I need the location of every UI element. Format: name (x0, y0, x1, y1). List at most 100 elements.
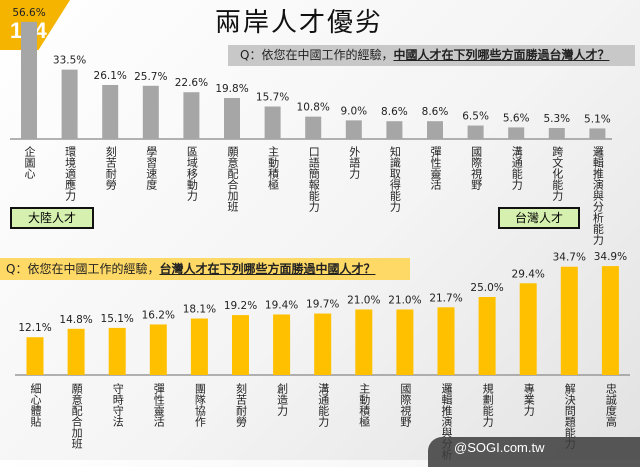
bottom-category-label: 守時守法 (111, 383, 125, 427)
bottom-bar (273, 314, 291, 375)
question-bottom-emphasis: 台灣人才在下列哪些方面勝過中國人才？ (159, 262, 376, 276)
top-data-label: 56.6% (12, 7, 45, 19)
top-bar (589, 128, 606, 139)
top-bar (467, 125, 484, 139)
bottom-bar (601, 266, 619, 375)
top-data-label: 5.3% (543, 113, 570, 125)
question-top-prefix: Q：依您在中國工作的經驗， (240, 48, 394, 62)
top-data-label: 25.7% (134, 71, 167, 83)
question-top-emphasis: 中國人才在下列哪些方面勝過台灣人才？ (393, 48, 610, 62)
top-category-label: 主動積極 (266, 146, 280, 190)
top-data-label: 8.6% (381, 106, 408, 118)
top-data-label: 9.0% (340, 105, 367, 117)
bottom-data-label: 25.0% (470, 282, 503, 294)
top-data-label: 8.6% (422, 106, 449, 118)
bottom-bar (437, 307, 455, 375)
bottom-bar (149, 324, 167, 375)
bottom-category-label: 主動積極 (357, 383, 371, 427)
bottom-data-label: 34.7% (553, 252, 586, 264)
bottom-bar (232, 315, 249, 375)
top-data-label: 19.8% (215, 83, 248, 95)
top-data-label: 22.6% (175, 77, 208, 89)
bottom-data-label: 14.8% (59, 314, 92, 326)
bottom-category-label: 專業力 (522, 383, 536, 416)
bottom-category-label: 團隊協作 (193, 383, 207, 427)
bottom-data-label: 12.1% (18, 322, 51, 334)
watermark: @SOGI.com.tw (428, 437, 640, 467)
bottom-category-label: 忠誠度高 (604, 383, 618, 427)
bottom-data-label: 19.7% (306, 299, 339, 311)
top-category-label: 企圖心 (23, 146, 36, 179)
question-bottom: Q：依您在中國工作的經驗，台灣人才在下列哪些方面勝過中國人才？ (0, 258, 410, 280)
bottom-data-label: 34.9% (594, 251, 627, 263)
top-bar (61, 69, 78, 139)
top-bar (102, 84, 119, 139)
bottom-bar (519, 283, 537, 375)
bottom-data-label: 19.2% (224, 300, 257, 312)
top-category-label: 知識取得能力 (388, 146, 402, 212)
bottom-bar (190, 318, 208, 375)
top-bar (427, 121, 443, 139)
top-bar (386, 121, 403, 139)
top-bar (305, 116, 322, 139)
question-bottom-prefix: Q：依您在中國工作的經驗， (6, 262, 160, 276)
bottom-data-label: 16.2% (142, 309, 175, 321)
tag-taiwan: 台灣人才 (498, 207, 580, 229)
top-bar (21, 21, 37, 140)
top-category-label: 區域移動力 (185, 146, 199, 201)
bottom-category-label: 規劃能力 (481, 383, 495, 427)
bottom-bar (560, 266, 578, 375)
top-category-label: 口語簡報能力 (307, 146, 321, 212)
bottom-category-label: 細心體貼 (29, 383, 42, 427)
top-data-label: 10.8% (297, 102, 330, 114)
page-title: 兩岸人才優劣 (215, 8, 384, 38)
bottom-category-label: 解決問題能力 (563, 383, 577, 449)
top-category-label: 願意配合加班 (226, 146, 239, 212)
bottom-data-label: 15.1% (101, 313, 134, 325)
bottom-category-label: 願意配合加班 (70, 383, 84, 449)
top-bar (548, 128, 565, 139)
tag-mainland: 大陸人才 (10, 207, 94, 229)
top-category-label: 溝通能力 (510, 146, 524, 190)
bottom-bar (26, 337, 44, 375)
top-data-label: 6.5% (462, 111, 489, 123)
top-category-label: 學習速度 (144, 146, 158, 190)
bottom-category-label: 刻苦耐勞 (234, 383, 248, 427)
bottom-data-label: 21.0% (347, 294, 380, 306)
top-data-label: 33.5% (53, 55, 86, 67)
bottom-bar (67, 328, 85, 375)
top-data-label: 26.1% (94, 70, 127, 82)
top-data-label: 15.7% (256, 92, 289, 104)
top-category-label: 國際視野 (469, 146, 483, 190)
top-category-label: 邏輯推演與分析能力 (591, 146, 605, 245)
bottom-data-label: 21.7% (429, 292, 462, 304)
top-bar (264, 106, 281, 139)
top-data-label: 5.1% (584, 113, 611, 125)
bottom-category-label: 彈性靈活 (152, 383, 166, 427)
bottom-data-label: 18.1% (183, 304, 216, 316)
bottom-data-label: 19.4% (265, 299, 298, 311)
bottom-bar (396, 309, 414, 375)
bottom-category-label: 國際視野 (398, 383, 412, 427)
bottom-category-label: 創造力 (275, 383, 289, 416)
top-bar (183, 92, 200, 139)
top-bar (142, 85, 159, 139)
top-data-label: 5.6% (503, 112, 530, 124)
top-category-label: 環境適應力 (63, 146, 77, 201)
bottom-bar (355, 309, 373, 375)
question-top: Q：依您在中國工作的經驗，中國人才在下列哪些方面勝過台灣人才？ (228, 45, 635, 66)
top-bar (508, 127, 525, 139)
bottom-bar (108, 327, 126, 375)
bottom-data-label: 29.4% (512, 268, 545, 280)
top-bar (224, 98, 240, 139)
top-category-label: 刻苦耐勞 (104, 146, 118, 190)
bottom-data-label: 21.0% (388, 294, 421, 306)
top-category-label: 彈性靈活 (429, 146, 442, 190)
top-bar (345, 120, 362, 139)
bottom-category-label: 溝通能力 (316, 383, 330, 427)
bottom-bar (478, 297, 496, 375)
top-category-label: 跨文化能力 (550, 146, 564, 201)
top-category-label: 外語力 (347, 146, 361, 179)
bottom-bar (314, 313, 332, 375)
